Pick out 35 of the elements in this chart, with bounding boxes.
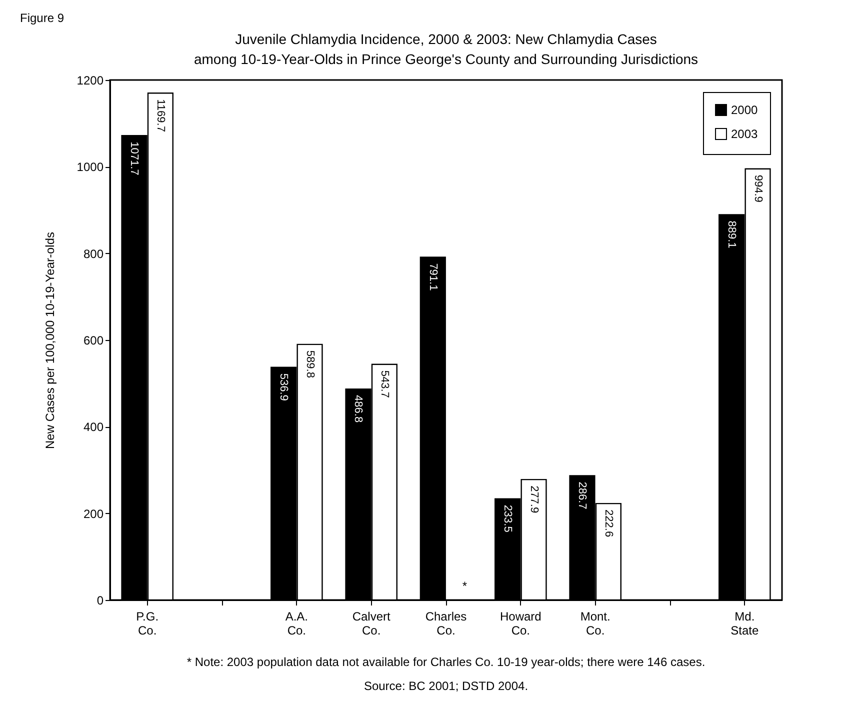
data-label: 536.9 xyxy=(278,373,290,401)
y-tick-label: 200 xyxy=(83,506,104,521)
y-tick-label: 800 xyxy=(83,246,104,261)
legend-label: 2000 xyxy=(731,103,758,117)
data-label: 277.9 xyxy=(528,486,540,514)
data-label: 994.9 xyxy=(752,174,764,202)
source-note: Source: BC 2001; DSTD 2004. xyxy=(364,679,528,693)
data-label: 286.7 xyxy=(576,482,588,510)
y-tick-label: 400 xyxy=(83,420,104,434)
y-tick-label: 1200 xyxy=(76,74,104,88)
x-tick-label: Calvert Co. xyxy=(352,610,391,638)
x-tick-label: P.G. Co. xyxy=(136,610,159,638)
x-tick-label: Howard Co. xyxy=(500,610,542,638)
data-label: 1071.7 xyxy=(128,142,140,176)
x-tick-label: A.A. Co. xyxy=(285,610,308,638)
data-label: 233.5 xyxy=(502,504,514,532)
x-tick-label: Mont. Co. xyxy=(580,610,610,638)
data-label: 543.7 xyxy=(378,370,390,398)
annotation: * xyxy=(462,579,468,593)
y-tick-label: 0 xyxy=(96,594,104,608)
chart-title: Juvenile Chlamydia Incidence, 2000 & 2003: New Chlamydia Cases among 10-19-Year-Olds in Prince George's County and Surrounding Jurisdictions xyxy=(194,31,698,67)
x-tick-label: Md. State xyxy=(730,610,759,638)
legend-label: 2003 xyxy=(731,127,758,141)
data-label: 1169.7 xyxy=(154,99,166,132)
data-label: 486.8 xyxy=(352,395,364,423)
data-label: 589.8 xyxy=(304,350,316,378)
data-label: 222.6 xyxy=(602,510,614,538)
text: * Note: 2003 population data not available for Charles Co. 10-19 year-olds; there were 146 cases. xyxy=(186,655,706,669)
data-label: 889.1 xyxy=(726,220,738,248)
data-label: 791.1 xyxy=(426,263,439,291)
y-tick-label: 600 xyxy=(83,334,104,348)
x-tick-label: Charles Co. xyxy=(425,610,467,638)
caption: Figure 9 xyxy=(20,11,64,25)
y-tick-label: 1000 xyxy=(76,160,104,174)
y-axis-title: New Cases per 100,000 10-19-Year-olds xyxy=(42,232,57,450)
